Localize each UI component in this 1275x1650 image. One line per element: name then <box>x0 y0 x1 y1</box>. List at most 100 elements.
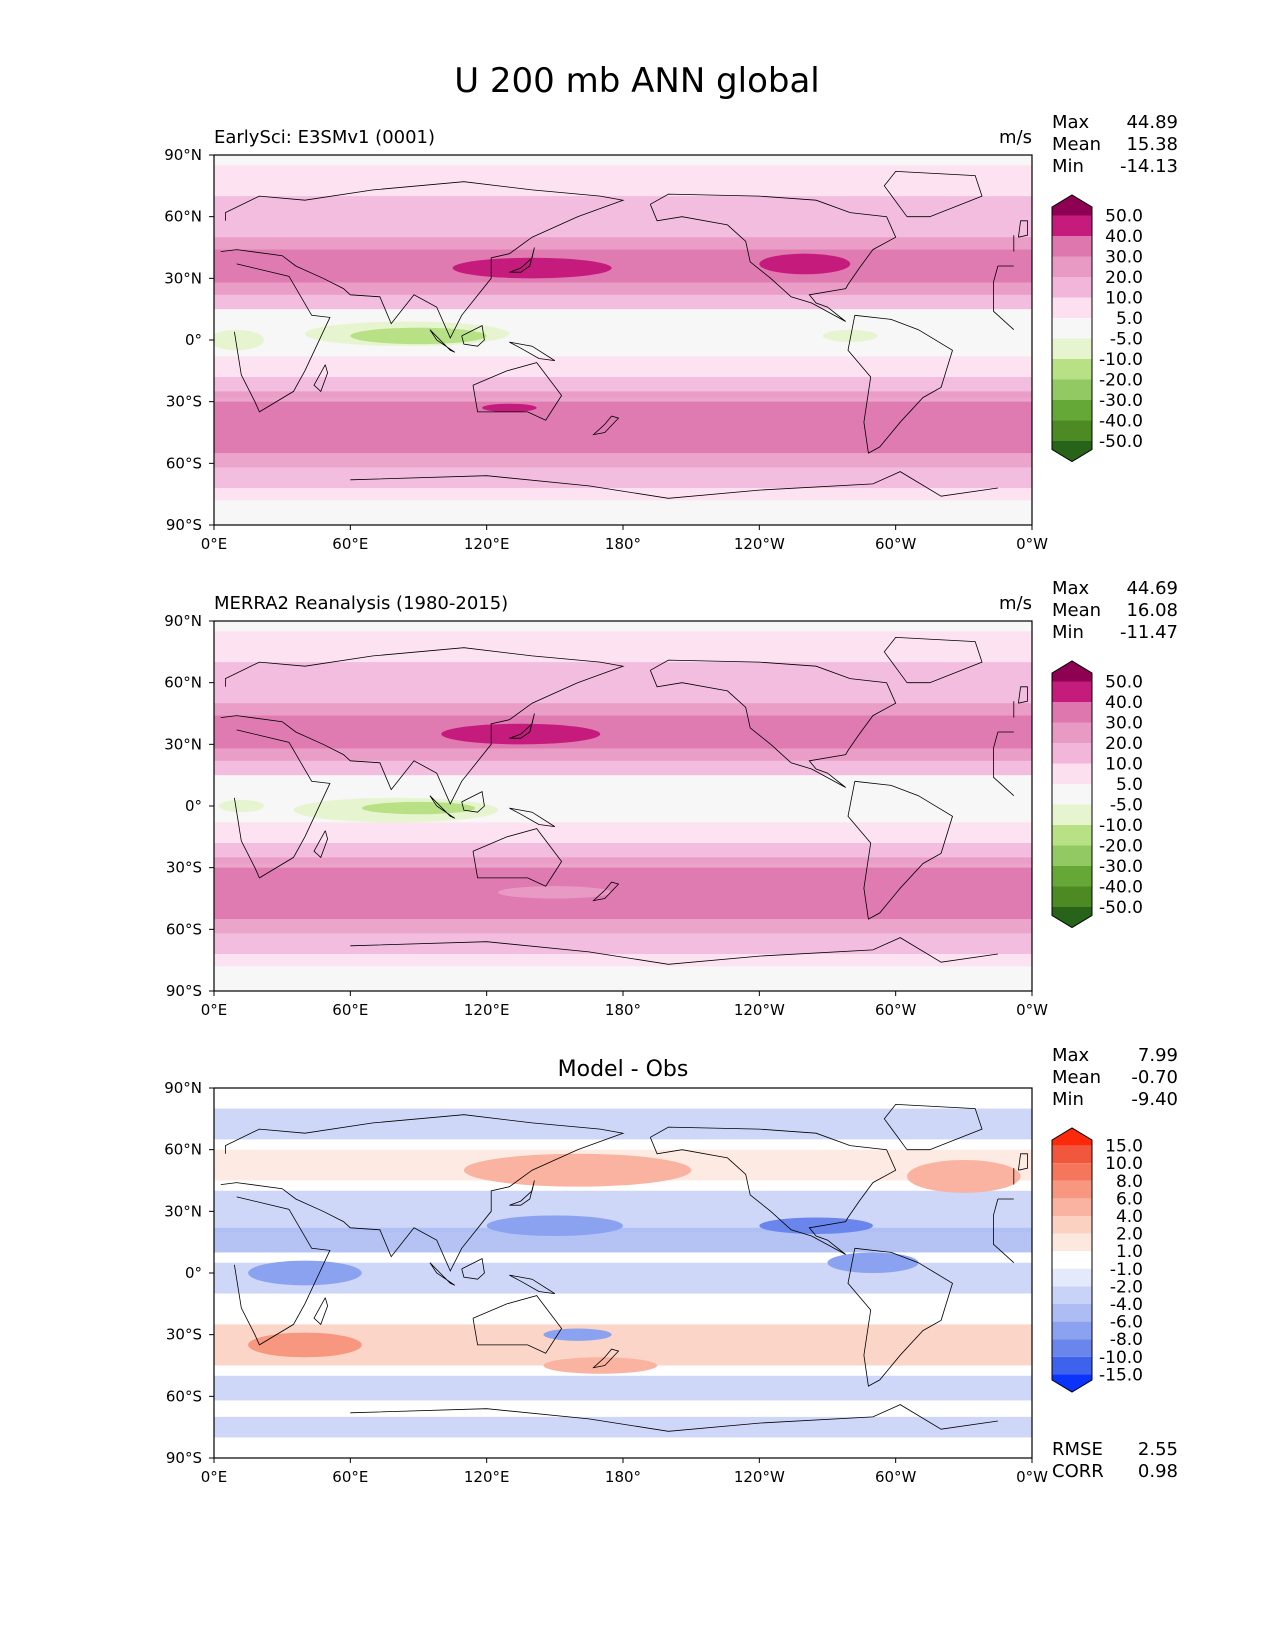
stat-label: Mean <box>1052 600 1101 621</box>
colorbar-frame <box>1051 1127 1093 1393</box>
coastline <box>509 341 556 361</box>
contour-cell <box>350 327 487 345</box>
coastline <box>220 1114 625 1272</box>
colorbar-label: -10.0 <box>1099 1348 1143 1368</box>
map-field <box>214 155 1032 525</box>
y-tick-label: 30°N <box>164 735 202 753</box>
colorbar-segment <box>1052 722 1092 743</box>
y-tick-label: 60°S <box>166 1387 202 1405</box>
x-tick-label: 60°E <box>332 1001 368 1019</box>
x-tick-label: 120°E <box>464 535 510 553</box>
coastline <box>847 314 953 454</box>
colorbar-label: -1.0 <box>1110 1260 1143 1280</box>
colorbar-segment <box>1052 338 1092 359</box>
coastline <box>1018 686 1028 704</box>
colorbar-segment <box>1052 236 1092 257</box>
colorbar-segment <box>1052 277 1092 298</box>
x-tick-label: 60°E <box>332 535 368 553</box>
colorbar-label: -5.0 <box>1110 796 1143 816</box>
contour-cell <box>759 1217 873 1234</box>
x-tick-label: 60°W <box>875 1001 917 1019</box>
x-tick-label: 180° <box>605 535 641 553</box>
colorbar-segment <box>1052 702 1092 723</box>
coastline <box>993 265 1015 330</box>
coastline <box>461 1257 485 1280</box>
colorbar-segment <box>1052 379 1092 400</box>
panel-title: EarlySci: E3SMv1 (0001) <box>214 127 435 148</box>
y-tick-label: 90°S <box>166 982 202 1000</box>
colorbar-label: 15.0 <box>1105 1137 1143 1157</box>
colorbar-label: -20.0 <box>1099 371 1143 391</box>
colorbar-segment <box>1052 256 1092 277</box>
panel-title: Model - Obs <box>558 1057 689 1082</box>
colorbar-label: -50.0 <box>1099 432 1143 452</box>
stat-label: Max <box>1052 1045 1090 1066</box>
colorbar-label: 50.0 <box>1105 207 1143 227</box>
coastline <box>993 731 1015 796</box>
panel-title: MERRA2 Reanalysis (1980-2015) <box>214 593 508 614</box>
figure-title: U 200 mb ANN global <box>454 61 820 101</box>
colorbar-frame <box>1051 194 1093 463</box>
colorbar-label: 10.0 <box>1105 289 1143 309</box>
contour-band <box>214 1375 1032 1401</box>
colorbar-label: -6.0 <box>1110 1313 1143 1333</box>
coastline <box>509 247 535 273</box>
y-tick-label: 30°S <box>166 859 202 877</box>
stat-label: Min <box>1052 1089 1084 1110</box>
coastline <box>461 790 485 813</box>
colorbar-segment <box>1052 1233 1092 1252</box>
contour-band <box>214 822 1032 843</box>
colorbar-label: 50.0 <box>1105 673 1143 693</box>
colorbar-label: -50.0 <box>1099 898 1143 918</box>
colorbar-segment <box>1052 681 1092 702</box>
metric-value: 2.55 <box>1138 1439 1178 1460</box>
contour-cell <box>214 329 264 351</box>
stat-value: -9.40 <box>1131 1089 1178 1110</box>
coastline <box>883 636 983 684</box>
colorbar-label: 40.0 <box>1105 227 1143 247</box>
contour-cell <box>248 1260 362 1286</box>
stat-label: Max <box>1052 578 1090 599</box>
colorbar-segment <box>1052 804 1092 825</box>
y-tick-label: 30°N <box>164 269 202 287</box>
colorbar-label: -20.0 <box>1099 837 1143 857</box>
contour-band <box>214 488 1032 501</box>
colorbar-label: -40.0 <box>1099 878 1143 898</box>
contour-cell <box>361 801 476 815</box>
x-tick-label: 60°E <box>332 1468 368 1486</box>
x-tick-label: 0°E <box>201 1468 228 1486</box>
y-tick-label: 30°S <box>166 1326 202 1344</box>
coastline <box>472 1295 563 1354</box>
x-tick-label: 0°W <box>1016 1468 1048 1486</box>
contour-band <box>214 165 1032 197</box>
colorbar-segment <box>1052 866 1092 887</box>
colorbar-extend-bottom <box>1052 1374 1092 1392</box>
colorbar-label: -30.0 <box>1099 857 1143 877</box>
colorbar-segment <box>1052 1321 1092 1340</box>
stat-label: Min <box>1052 622 1084 643</box>
y-tick-label: 60°N <box>164 674 202 692</box>
contour-cell <box>452 257 612 279</box>
y-tick-label: 0° <box>185 797 202 815</box>
y-tick-label: 90°N <box>164 1079 202 1097</box>
colorbar-label: 2.0 <box>1116 1225 1143 1245</box>
contour-band <box>214 196 1032 227</box>
colorbar-label: 6.0 <box>1116 1189 1143 1209</box>
colorbar-label: 4.0 <box>1116 1207 1143 1227</box>
colorbar-segment <box>1052 1251 1092 1269</box>
colorbar-label: 10.0 <box>1105 1154 1143 1174</box>
colorbar-segment <box>1052 1145 1092 1164</box>
y-tick-label: 30°S <box>166 393 202 411</box>
colorbar-segment <box>1052 784 1092 805</box>
colorbar-segment <box>1052 1268 1092 1287</box>
metric-value: 0.98 <box>1138 1461 1178 1482</box>
coastline <box>883 170 983 218</box>
colorbar-label: -10.0 <box>1099 350 1143 370</box>
stat-value: -11.47 <box>1120 622 1178 643</box>
x-tick-label: 120°W <box>734 1001 785 1019</box>
coastline <box>472 362 563 421</box>
colorbar-extend-top <box>1052 661 1092 682</box>
stat-label: Mean <box>1052 134 1101 155</box>
coastline <box>649 193 897 322</box>
